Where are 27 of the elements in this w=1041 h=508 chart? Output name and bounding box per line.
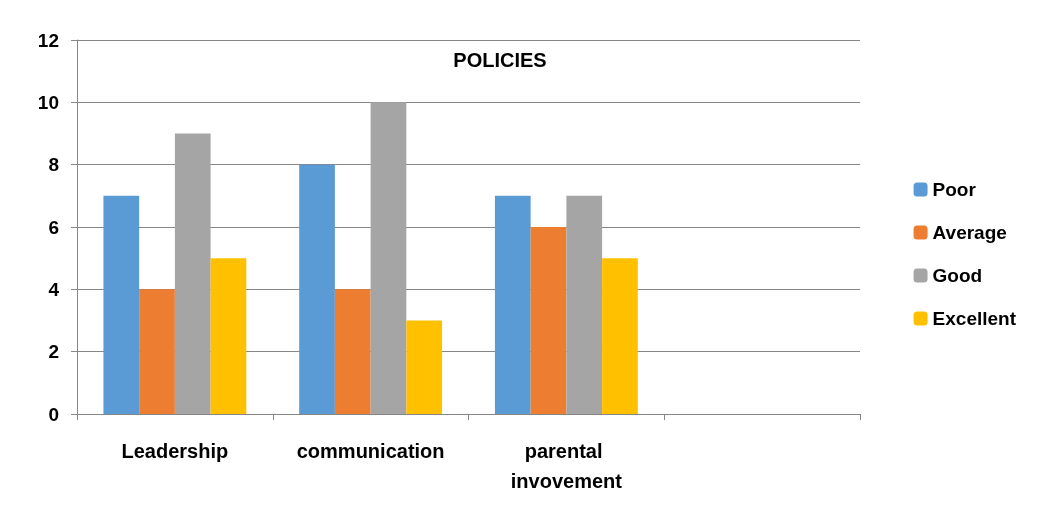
y-tick-label: 6	[48, 216, 59, 238]
x-tick-label: communication	[296, 440, 445, 462]
x-tick-label: Leadership	[121, 440, 229, 462]
bar	[602, 258, 638, 414]
bar	[566, 195, 603, 414]
bar	[210, 258, 247, 414]
bar	[406, 320, 443, 414]
y-tick-label: 10	[37, 91, 59, 113]
bar	[494, 195, 531, 414]
y-tick-label: 8	[48, 154, 59, 176]
bar	[174, 133, 211, 414]
y-tick-label: 4	[48, 278, 60, 300]
bar	[139, 289, 175, 414]
y-tick-label: 12	[37, 29, 59, 51]
legend-label: Excellent	[932, 308, 1017, 329]
bar	[334, 289, 371, 414]
bar	[370, 102, 407, 414]
bar	[299, 164, 335, 414]
chart-title: POLICIES	[453, 49, 547, 71]
bar	[530, 227, 567, 414]
x-tick-label: parental invovement	[510, 440, 623, 492]
legend-label: Good	[932, 265, 983, 286]
legend-label: Poor	[932, 179, 977, 200]
legend-label: Average	[932, 222, 1007, 243]
y-tick-label: 0	[48, 403, 59, 425]
y-tick-label: 2	[48, 341, 59, 363]
bar	[103, 195, 140, 414]
